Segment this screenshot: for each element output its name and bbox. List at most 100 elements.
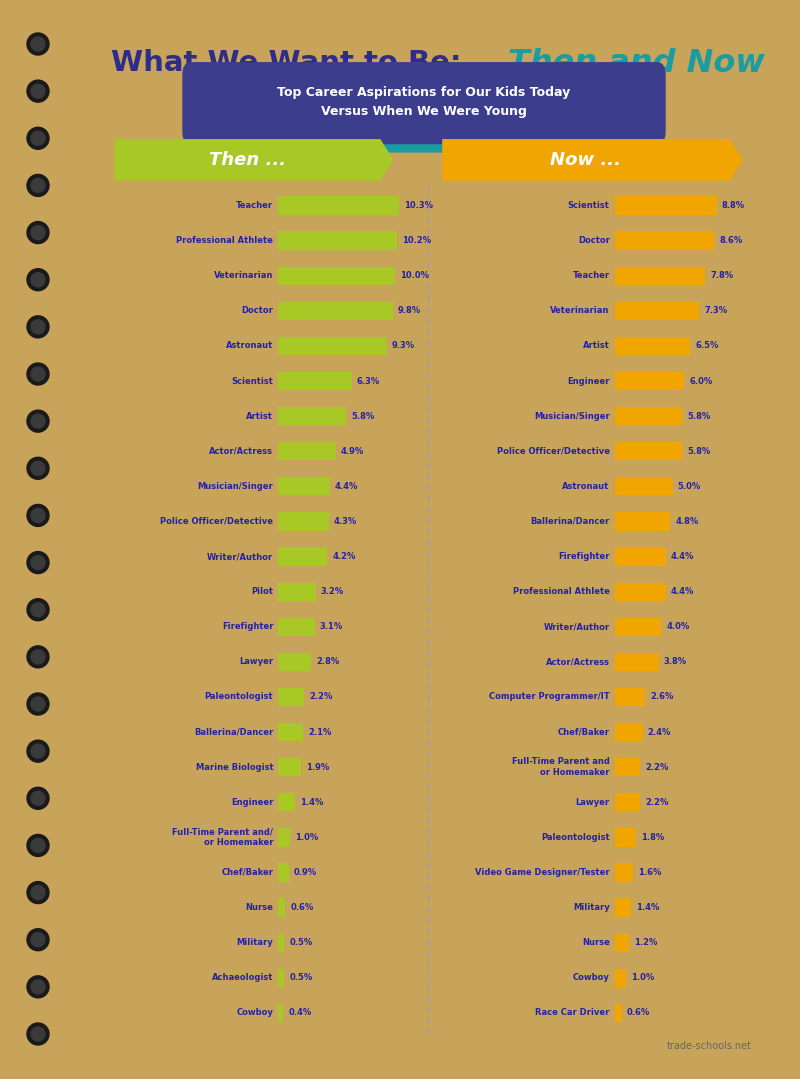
Text: 1.2%: 1.2% [634, 938, 657, 947]
Text: 6.3%: 6.3% [357, 377, 380, 385]
Text: Achaeologist: Achaeologist [212, 973, 274, 982]
Text: 8.6%: 8.6% [719, 236, 742, 245]
Circle shape [27, 80, 49, 103]
Text: Professional Athlete: Professional Athlete [177, 236, 274, 245]
Circle shape [31, 462, 45, 475]
Text: Actor/Actress: Actor/Actress [546, 657, 610, 667]
Text: Firefighter: Firefighter [222, 623, 274, 631]
Circle shape [31, 556, 45, 570]
Circle shape [27, 788, 49, 809]
Text: Pilot: Pilot [251, 587, 274, 596]
Text: 5.8%: 5.8% [687, 447, 710, 455]
Text: 1.4%: 1.4% [300, 797, 323, 807]
Circle shape [31, 745, 45, 759]
Text: 0.4%: 0.4% [288, 1009, 311, 1017]
Circle shape [31, 508, 45, 522]
Circle shape [27, 33, 49, 55]
FancyBboxPatch shape [614, 407, 682, 425]
FancyBboxPatch shape [214, 107, 634, 152]
Polygon shape [114, 139, 394, 180]
FancyBboxPatch shape [278, 899, 286, 917]
Text: 4.8%: 4.8% [675, 517, 698, 525]
Text: Lawyer: Lawyer [239, 657, 274, 667]
Circle shape [27, 551, 49, 574]
FancyBboxPatch shape [614, 547, 666, 565]
FancyBboxPatch shape [278, 513, 329, 531]
Circle shape [27, 882, 49, 903]
Text: Full-Time Parent and
or Homemaker: Full-Time Parent and or Homemaker [512, 757, 610, 777]
Circle shape [27, 646, 49, 668]
Text: 1.4%: 1.4% [636, 903, 659, 912]
Text: Musician/Singer: Musician/Singer [534, 411, 610, 421]
FancyBboxPatch shape [278, 617, 314, 636]
Text: 1.6%: 1.6% [638, 868, 662, 877]
Text: 5.8%: 5.8% [687, 411, 710, 421]
Text: 6.5%: 6.5% [695, 341, 718, 351]
Text: 2.4%: 2.4% [648, 727, 671, 737]
FancyBboxPatch shape [614, 687, 645, 706]
FancyBboxPatch shape [182, 63, 666, 145]
Text: 1.9%: 1.9% [306, 763, 329, 771]
Text: Scientist: Scientist [231, 377, 274, 385]
Circle shape [31, 367, 45, 381]
Circle shape [27, 693, 49, 715]
FancyBboxPatch shape [614, 969, 626, 987]
Text: 8.8%: 8.8% [722, 201, 745, 210]
Circle shape [31, 886, 45, 900]
FancyBboxPatch shape [278, 793, 294, 811]
Text: Now ...: Now ... [550, 151, 622, 168]
Circle shape [31, 226, 45, 240]
FancyBboxPatch shape [278, 583, 316, 601]
Circle shape [27, 1023, 49, 1044]
FancyBboxPatch shape [278, 653, 311, 671]
Text: 1.0%: 1.0% [631, 973, 654, 982]
Circle shape [27, 175, 49, 196]
FancyBboxPatch shape [614, 232, 714, 249]
Text: 4.3%: 4.3% [334, 517, 357, 525]
Circle shape [31, 273, 45, 287]
Circle shape [27, 269, 49, 290]
Text: 7.3%: 7.3% [704, 306, 727, 315]
Text: Firefighter: Firefighter [558, 552, 610, 561]
FancyBboxPatch shape [614, 513, 670, 531]
FancyBboxPatch shape [278, 337, 387, 355]
FancyBboxPatch shape [614, 267, 705, 285]
Text: 4.4%: 4.4% [670, 552, 694, 561]
FancyBboxPatch shape [278, 547, 327, 565]
Circle shape [31, 932, 45, 946]
Text: 3.2%: 3.2% [321, 587, 344, 596]
Text: Lawyer: Lawyer [575, 797, 610, 807]
Text: Astronaut: Astronaut [226, 341, 274, 351]
Circle shape [27, 504, 49, 527]
Text: Video Game Designer/Tester: Video Game Designer/Tester [475, 868, 610, 877]
Circle shape [31, 791, 45, 805]
Text: 7.8%: 7.8% [710, 271, 734, 281]
Text: Military: Military [237, 938, 274, 947]
FancyBboxPatch shape [614, 723, 642, 741]
Text: 5.8%: 5.8% [351, 411, 374, 421]
FancyBboxPatch shape [614, 863, 634, 882]
Circle shape [27, 316, 49, 338]
Text: 9.3%: 9.3% [392, 341, 415, 351]
Circle shape [31, 178, 45, 192]
FancyBboxPatch shape [278, 232, 398, 249]
FancyBboxPatch shape [614, 583, 666, 601]
Text: Nurse: Nurse [246, 903, 274, 912]
Text: Race Car Driver: Race Car Driver [535, 1009, 610, 1017]
Text: Chef/Baker: Chef/Baker [558, 727, 610, 737]
Circle shape [31, 1027, 45, 1041]
Text: Doctor: Doctor [578, 236, 610, 245]
Text: 0.6%: 0.6% [626, 1009, 650, 1017]
FancyBboxPatch shape [614, 759, 640, 776]
Circle shape [31, 650, 45, 664]
FancyBboxPatch shape [278, 687, 304, 706]
Text: 4.4%: 4.4% [670, 587, 694, 596]
FancyBboxPatch shape [614, 829, 635, 847]
FancyBboxPatch shape [278, 267, 395, 285]
FancyBboxPatch shape [614, 196, 717, 215]
Text: 0.6%: 0.6% [290, 903, 314, 912]
Circle shape [27, 127, 49, 149]
FancyBboxPatch shape [278, 863, 289, 882]
FancyBboxPatch shape [614, 442, 682, 461]
Circle shape [31, 603, 45, 617]
